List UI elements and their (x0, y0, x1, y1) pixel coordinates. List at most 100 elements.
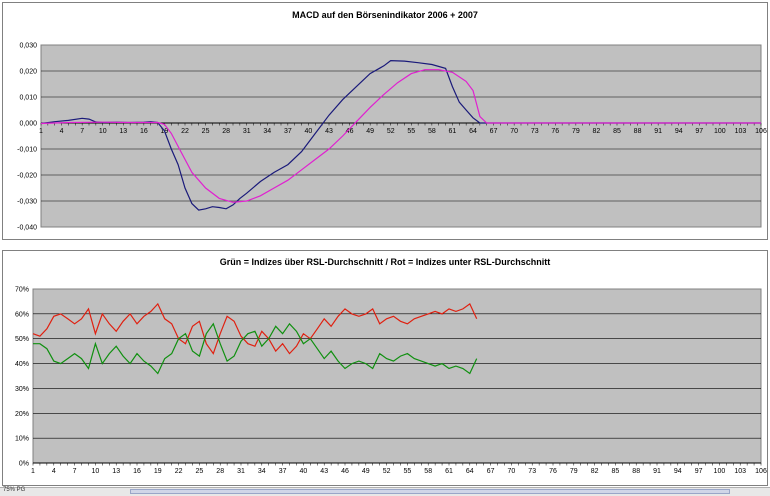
x-tick-label: 49 (362, 468, 370, 475)
rsl-chart: Grün = Indizes über RSL-Durchschnitt / R… (2, 250, 768, 486)
x-tick-label: 1 (31, 468, 35, 475)
plot-area (32, 288, 762, 464)
y-tick-label: -0,030 (17, 199, 37, 206)
x-tick-label: 22 (181, 128, 189, 135)
x-tick-label: 19 (154, 468, 162, 475)
x-tick-label: 70 (510, 128, 518, 135)
x-tick-label: 16 (140, 128, 148, 135)
series-line-2 (40, 69, 761, 203)
horizontal-scrollbar[interactable] (130, 489, 730, 494)
x-tick-label: 73 (531, 128, 539, 135)
x-tick-label: 55 (404, 468, 412, 475)
x-tick-label: 88 (634, 128, 642, 135)
x-tick-label: 103 (735, 128, 747, 135)
y-tick-label: 10% (15, 436, 29, 443)
x-tick-label: 10 (99, 128, 107, 135)
x-tick-label: 25 (202, 128, 210, 135)
chart-title: MACD auf den Börsenindikator 2006 + 2007 (292, 10, 478, 20)
y-tick-label: -0,010 (17, 147, 37, 154)
x-tick-label: 55 (407, 128, 415, 135)
status-bar: 75% PG (0, 487, 770, 496)
y-tick-label: 40% (15, 361, 29, 368)
x-tick-label: 88 (632, 468, 640, 475)
chart-title: Grün = Indizes über RSL-Durchschnitt / R… (219, 257, 551, 267)
x-tick-label: 58 (424, 468, 432, 475)
macd-chart-svg: 0,030 0,020 0,010 0,000 -0,010 -0,020 -0,030 -0… (17, 43, 767, 232)
x-tick-label: 37 (279, 468, 287, 475)
x-tick-label: 91 (653, 468, 661, 475)
x-tick-label: 85 (612, 468, 620, 475)
x-tick-label: 82 (591, 468, 599, 475)
x-tick-label: 13 (119, 128, 127, 135)
macd-chart: MACD auf den Börsenindikator 2006 + 2007… (2, 2, 768, 240)
x-tick-label: 94 (674, 468, 682, 475)
x-tick-label: 58 (428, 128, 436, 135)
series-line-1 (32, 302, 478, 355)
x-tick-label: 31 (243, 128, 251, 135)
x-tick-label: 76 (549, 468, 557, 475)
x-tick-label: 70 (508, 468, 516, 475)
x-tick-label: 46 (346, 128, 354, 135)
x-tick-label: 100 (714, 468, 726, 475)
x-tick-label: 34 (263, 128, 271, 135)
x-tick-label: 52 (383, 468, 391, 475)
x-tick-label: 97 (695, 128, 703, 135)
x-tick-label: 25 (196, 468, 204, 475)
x-tick-label: 46 (341, 468, 349, 475)
x-tick-label: 22 (175, 468, 183, 475)
x-tick-label: 67 (487, 468, 495, 475)
y-tick-label: 0,000 (19, 121, 37, 128)
x-tick-label: 61 (445, 468, 453, 475)
series-line-2 (33, 322, 478, 375)
x-tick-label: 106 (755, 468, 767, 475)
x-tick-label: 100 (714, 128, 726, 135)
x-tick-label: 73 (528, 468, 536, 475)
x-tick-label: 76 (551, 128, 559, 135)
y-tick-label: -0,020 (17, 173, 37, 180)
y-tick-label: -0,040 (17, 225, 37, 232)
x-tick-label: 10 (92, 468, 100, 475)
x-tick-label: 97 (695, 468, 703, 475)
x-tick-label: 31 (237, 468, 245, 475)
x-tick-label: 61 (449, 128, 457, 135)
y-tick-label: 60% (15, 311, 29, 318)
y-tick-label: 70% (15, 287, 29, 294)
x-tick-label: 4 (52, 468, 56, 475)
x-tick-label: 106 (755, 128, 767, 135)
x-tick-label: 64 (469, 128, 477, 135)
x-tick-label: 7 (73, 468, 77, 475)
y-tick-label: 0,030 (19, 43, 37, 50)
x-tick-label: 43 (320, 468, 328, 475)
x-tick-label: 37 (284, 128, 292, 135)
y-tick-label: 0% (19, 461, 29, 468)
x-tick-label: 103 (734, 468, 746, 475)
x-tick-label: 16 (133, 468, 141, 475)
x-tick-label: 40 (305, 128, 313, 135)
x-tick-label: 34 (258, 468, 266, 475)
y-tick-label: 20% (15, 411, 29, 418)
x-tick-label: 7 (80, 128, 84, 135)
x-tick-label: 82 (593, 128, 601, 135)
x-tick-label: 91 (654, 128, 662, 135)
x-tick-label: 13 (112, 468, 120, 475)
x-tick-label: 28 (222, 128, 230, 135)
y-tick-label: 0,020 (19, 69, 37, 76)
x-tick-label: 43 (325, 128, 333, 135)
x-tick-label: 52 (387, 128, 395, 135)
y-tick-label: 0,010 (19, 95, 37, 102)
x-tick-label: 49 (366, 128, 374, 135)
y-tick-label: 50% (15, 336, 29, 343)
x-tick-label: 4 (60, 128, 64, 135)
plot-area (40, 44, 762, 228)
y-tick-label: 30% (15, 386, 29, 393)
zoom-indicator: 75% PG (3, 487, 26, 493)
x-tick-label: 1 (39, 128, 43, 135)
x-tick-label: 79 (572, 128, 580, 135)
x-tick-label: 64 (466, 468, 474, 475)
x-tick-label: 28 (216, 468, 224, 475)
rsl-chart-svg: 70% 60% 50% 40% 30% 20% 10% 0%1 4 7 10 13 16 19 22 25 28… (15, 287, 767, 476)
x-tick-label: 40 (300, 468, 308, 475)
x-tick-label: 85 (613, 128, 621, 135)
x-tick-label: 94 (675, 128, 683, 135)
x-tick-label: 79 (570, 468, 578, 475)
